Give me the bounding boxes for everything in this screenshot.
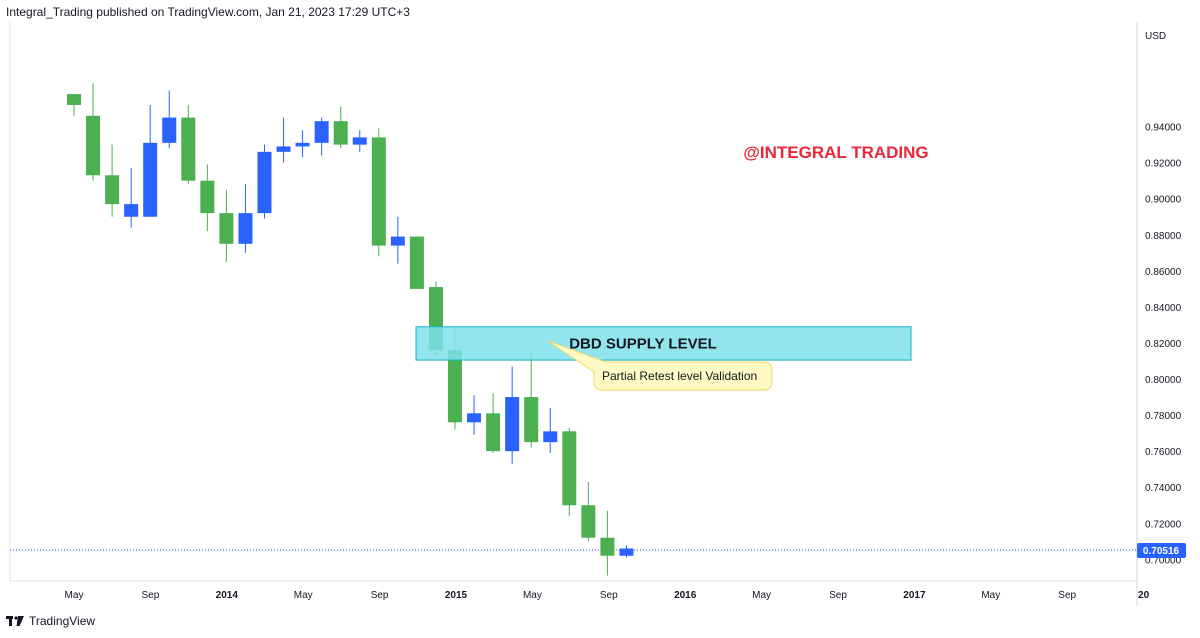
time-tick-label: Sep [1058,590,1076,601]
candle-body [143,142,158,217]
svg-text:0.70516: 0.70516 [1143,546,1180,557]
time-tick-label: May [752,590,771,601]
time-tick-label: 20 [1138,590,1150,601]
candle-body [124,204,139,217]
candle-body [162,117,177,143]
candle-body [67,94,81,105]
time-tick-label: Sep [142,590,160,601]
retest-callout[interactable]: Partial Retest level Validation [547,340,773,391]
price-tick-label: 0.82000 [1145,339,1182,350]
time-tick-label: 2016 [674,590,697,601]
price-tick-label: 0.78000 [1145,411,1182,422]
candle-body [600,537,615,556]
candle-body [619,548,634,556]
candle-body [505,397,520,452]
time-tick-label: 2017 [903,590,926,601]
candle-body [486,413,501,452]
callout-text: Partial Retest level Validation [602,369,757,383]
candle-body [105,175,120,205]
brand-watermark: @INTEGRAL TRADING [743,143,928,162]
candle-body [524,397,539,443]
candle-body [409,236,424,289]
supply-zone[interactable] [415,326,912,361]
candle-body [276,146,291,152]
candle-body [562,431,577,506]
candle-body [295,142,310,147]
candles [67,83,634,576]
time-tick-label: Sep [600,590,618,601]
price-tick-label: 0.90000 [1145,195,1182,206]
publish-header: Integral_Trading published on TradingVie… [6,5,410,19]
candle-body [314,121,329,143]
candle-body [181,117,196,181]
candle-body [86,115,101,176]
price-tick-label: 0.74000 [1145,483,1182,494]
price-tick-label: 0.72000 [1145,519,1182,530]
footer-brand: TradingView [29,614,96,628]
time-tick-label: May [294,590,313,601]
price-tick-label: 0.88000 [1145,231,1182,242]
time-tick-label: May [523,590,542,601]
price-tick-label: 0.94000 [1145,123,1182,134]
time-tick-label: Sep [829,590,847,601]
price-tick-label: 0.80000 [1145,375,1182,386]
price-axis: 0.94000 0.92000 0.90000 0.88000 0.86000 0.840… [1145,123,1182,567]
time-tick-label: May [981,590,1000,601]
time-tick-label: 2014 [216,590,239,601]
candle-body [448,350,462,423]
candle-body [352,137,367,145]
time-tick-label: Sep [371,590,389,601]
currency-label: USD [1145,31,1166,42]
candle-body [333,121,348,145]
price-tick-label: 0.92000 [1145,159,1182,170]
candle-body [390,236,405,246]
candle-body [219,213,234,244]
footer: TradingView [6,614,95,628]
price-tick-label: 0.86000 [1145,267,1182,278]
candle-body [543,431,558,443]
supply-zone-label: DBD SUPPLY LEVEL [569,335,717,352]
callout-box [547,340,773,391]
time-axis: May Sep 2014 May Sep 2015 May Sep 2016 May Sep 2017… [65,590,1150,601]
candle-body [581,505,596,538]
price-tick-label: 0.84000 [1145,303,1182,314]
price-tick-label: 0.76000 [1145,447,1182,458]
time-tick-label: May [65,590,84,601]
price-tick-label: 0.70000 [1145,555,1182,566]
candle-body [371,137,386,246]
tradingview-logo-icon [6,615,24,627]
candle-body [238,213,253,244]
candle-body [257,151,272,214]
candle-body [467,413,482,423]
time-tick-label: 2015 [445,590,468,601]
price-chart[interactable]: USD 0.940000.920000.900000.880000.860000… [0,0,1200,610]
last-price-badge: 0.70516 [1137,543,1186,559]
candle-body [200,180,215,214]
